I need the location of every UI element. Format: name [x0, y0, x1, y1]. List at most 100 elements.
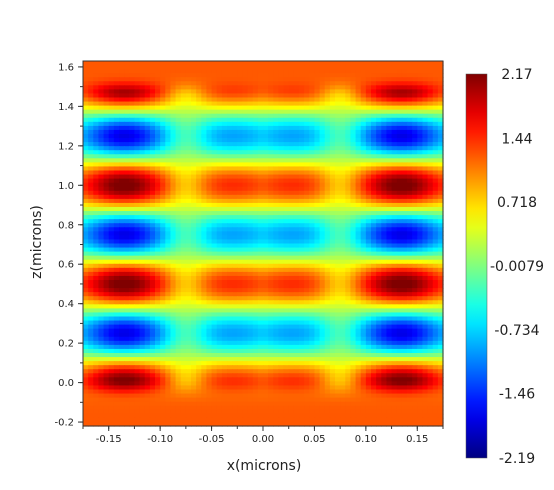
heatmap-cell: [376, 125, 382, 131]
heatmap-cell: [257, 182, 264, 188]
heatmap-cell: [257, 296, 264, 301]
heatmap-cell: [437, 178, 444, 184]
heatmap-cell: [257, 77, 264, 82]
heatmap-cell: [293, 117, 300, 123]
heatmap-cell: [108, 109, 115, 115]
heatmap-cell: [124, 69, 130, 74]
heatmap-cell: [83, 275, 89, 281]
heatmap-cell: [422, 344, 429, 350]
heatmap-cell: [273, 93, 280, 99]
heatmap-cell: [175, 194, 182, 200]
heatmap-cell: [257, 73, 264, 78]
heatmap-cell: [422, 93, 429, 99]
heatmap-cell: [386, 170, 393, 176]
heatmap-cell: [417, 129, 424, 135]
heatmap-cell: [108, 121, 115, 127]
heatmap-cell: [432, 69, 439, 74]
heatmap-cell: [119, 93, 125, 99]
heatmap-cell: [170, 113, 177, 119]
heatmap-cell: [242, 81, 249, 86]
heatmap-cell: [268, 259, 274, 265]
heatmap-cell: [119, 150, 125, 155]
heatmap-cell: [185, 207, 192, 212]
heatmap-cell: [381, 77, 388, 82]
heatmap-cell: [345, 328, 352, 334]
heatmap-cell: [319, 105, 326, 111]
heatmap-cell: [93, 121, 100, 127]
heatmap-cell: [309, 259, 316, 265]
heatmap-cell: [386, 344, 393, 350]
heatmap-cell: [381, 328, 388, 334]
heatmap-cell: [206, 275, 213, 281]
heatmap-cell: [427, 101, 434, 107]
heatmap-cell: [432, 255, 439, 261]
heatmap-cell: [422, 219, 429, 224]
heatmap-cell: [335, 109, 341, 115]
heatmap-cell: [381, 340, 388, 346]
heatmap-cell: [386, 134, 393, 139]
heatmap-cell: [371, 89, 377, 95]
heatmap-cell: [350, 138, 357, 143]
heatmap-cell: [391, 211, 398, 216]
heatmap-cell: [381, 113, 388, 119]
heatmap-cell: [273, 202, 280, 208]
heatmap-cell: [124, 97, 130, 103]
heatmap-cell: [391, 251, 398, 257]
heatmap-cell: [149, 134, 156, 139]
heatmap-cell: [417, 158, 424, 163]
heatmap-cell: [216, 125, 223, 131]
heatmap-cell: [427, 243, 434, 249]
heatmap-cell: [124, 81, 130, 86]
heatmap-cell: [381, 97, 388, 103]
heatmap-cell: [257, 344, 264, 350]
heatmap-cell: [391, 85, 398, 90]
heatmap-cell: [211, 207, 218, 212]
heatmap-cell: [263, 255, 269, 261]
heatmap-cell: [314, 186, 321, 192]
heatmap-cell: [211, 308, 218, 314]
heatmap-cell: [314, 251, 321, 257]
heatmap-cell: [149, 125, 156, 131]
heatmap-cell: [247, 207, 254, 212]
heatmap-cell: [401, 101, 408, 107]
heatmap-cell: [365, 231, 372, 236]
heatmap-cell: [263, 129, 269, 135]
heatmap-cell: [407, 93, 413, 99]
heatmap-cell: [268, 81, 274, 86]
heatmap-cell: [345, 65, 352, 70]
heatmap-cell: [252, 300, 259, 305]
heatmap-cell: [340, 280, 346, 285]
heatmap-cell: [396, 186, 403, 192]
heatmap-cell: [417, 178, 424, 184]
heatmap-cell: [340, 158, 346, 163]
heatmap-cell: [345, 73, 352, 78]
heatmap-cell: [242, 105, 249, 111]
heatmap-cell: [401, 170, 408, 176]
heatmap-cell: [437, 77, 444, 82]
heatmap-cell: [144, 271, 151, 277]
heatmap-cell: [432, 280, 439, 285]
heatmap-cell: [340, 247, 346, 253]
heatmap-cell: [345, 292, 352, 297]
heatmap-cell: [340, 198, 346, 204]
heatmap-cell: [319, 316, 326, 322]
heatmap-cell: [119, 344, 125, 350]
heatmap-cell: [155, 154, 161, 159]
heatmap-cell: [365, 142, 372, 147]
heatmap-cell: [175, 105, 182, 111]
heatmap-cell: [139, 134, 146, 139]
heatmap-cell: [319, 166, 326, 172]
heatmap-cell: [196, 73, 202, 78]
heatmap-cell: [365, 304, 372, 309]
heatmap-cell: [98, 61, 105, 66]
heatmap-cell: [293, 296, 300, 301]
heatmap-cell: [340, 186, 346, 192]
heatmap-cell: [144, 304, 151, 309]
heatmap-cell: [206, 316, 213, 322]
heatmap-cell: [407, 194, 413, 200]
heatmap-cell: [98, 239, 105, 245]
heatmap-cell: [180, 259, 187, 265]
heatmap-cell: [391, 125, 398, 131]
heatmap-cell: [139, 239, 146, 245]
heatmap-cell: [221, 332, 228, 338]
